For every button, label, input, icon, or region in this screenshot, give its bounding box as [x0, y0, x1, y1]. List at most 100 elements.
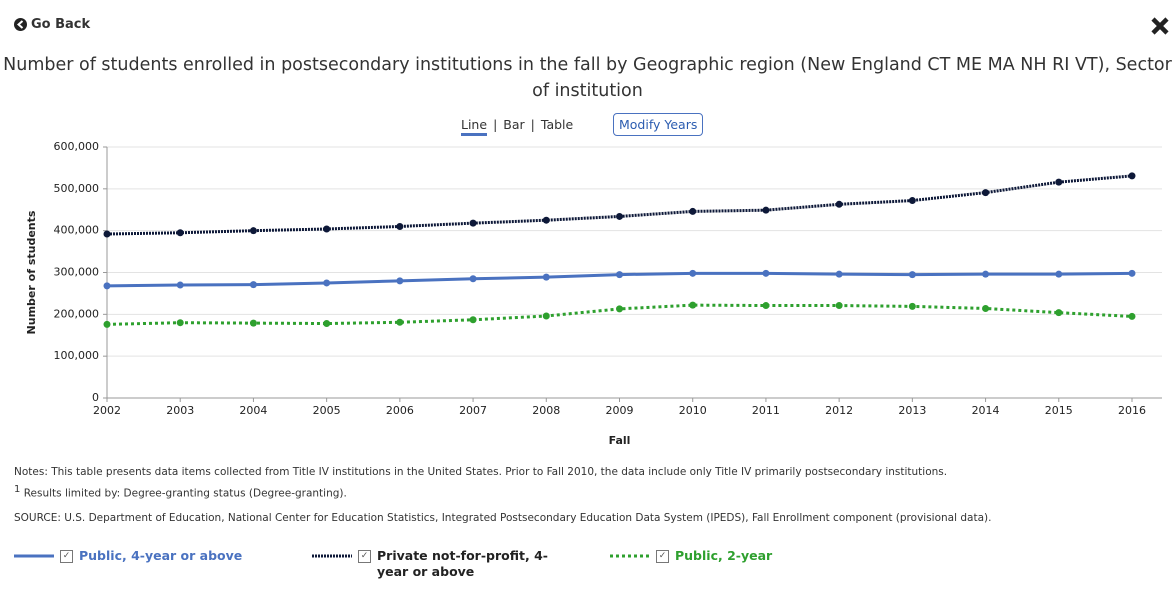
modify-years-button[interactable]: Modify Years	[613, 113, 704, 136]
tab-separator: |	[530, 117, 535, 132]
data-point	[542, 216, 550, 224]
x-tick-label: 2003	[166, 404, 194, 417]
legend-checkbox[interactable]: ✓	[358, 550, 371, 563]
data-point	[908, 271, 916, 279]
data-point	[469, 316, 477, 324]
data-point	[762, 206, 770, 214]
data-point	[835, 302, 843, 310]
x-tick-label: 2016	[1118, 404, 1146, 417]
legend-label: Public, 4-year or above	[79, 548, 243, 563]
go-back[interactable]: Go Back	[14, 17, 90, 32]
data-point	[542, 312, 550, 320]
y-axis-label: Number of students	[25, 210, 38, 334]
data-point	[982, 304, 990, 312]
back-icon	[14, 18, 27, 31]
y-tick-label: 300,000	[54, 266, 100, 279]
x-axis-label: Fall	[609, 434, 631, 447]
legend-label: Public, 2-year	[675, 548, 773, 563]
go-back-label: Go Back	[31, 17, 91, 32]
x-tick-label: 2008	[532, 404, 560, 417]
data-point	[835, 270, 843, 278]
data-point	[542, 273, 550, 281]
x-tick-label: 2010	[679, 404, 707, 417]
data-point	[689, 207, 697, 215]
y-tick-label: 600,000	[54, 140, 100, 153]
x-tick-label: 2013	[898, 404, 926, 417]
data-point	[103, 320, 111, 328]
data-point	[1128, 269, 1136, 277]
legend-swatch	[312, 554, 352, 558]
data-point	[396, 222, 404, 230]
legend-checkbox[interactable]: ✓	[60, 550, 73, 563]
legend-item[interactable]: ✓ Public, 2-year	[610, 548, 772, 564]
series-line	[106, 174, 1133, 236]
data-point	[689, 301, 697, 309]
footnote: 1 Results limited by: Degree-granting st…	[14, 484, 347, 500]
x-tick-label: 2009	[606, 404, 634, 417]
data-point	[176, 281, 184, 289]
y-tick-label: 0	[92, 391, 99, 404]
chart: 0 100,000 200,000 300,000 400,000 500,000 600,…	[25, 140, 1162, 447]
legend-label: Private not-for-profit, 4-year or above	[377, 548, 548, 579]
data-point	[1055, 309, 1063, 317]
tab-separator: |	[493, 117, 498, 132]
data-point	[469, 275, 477, 283]
source: SOURCE: U.S. Department of Education, Na…	[14, 512, 992, 524]
data-point	[1055, 178, 1063, 186]
series-line	[106, 303, 1133, 326]
legend-item[interactable]: ✓ Public, 4-year or above	[14, 548, 242, 564]
data-point	[323, 225, 331, 233]
data-point	[176, 229, 184, 237]
x-tick-label: 2005	[313, 404, 341, 417]
footnote-text: Results limited by: Degree-granting stat…	[23, 487, 347, 500]
data-point	[762, 302, 770, 310]
legend-checkbox[interactable]: ✓	[656, 550, 669, 563]
x-tick-label: 2012	[825, 404, 853, 417]
data-point	[323, 320, 331, 328]
data-point	[762, 269, 770, 277]
tab-line[interactable]: Line	[461, 117, 488, 136]
data-point	[616, 305, 623, 313]
tab-table[interactable]: Table	[540, 117, 574, 132]
x-tick-label: 2006	[386, 404, 414, 417]
x-tick-label: 2002	[93, 404, 121, 417]
view-tabs: Line | Bar | Table	[461, 117, 573, 136]
data-point	[616, 271, 623, 279]
close-button[interactable]	[1150, 16, 1170, 36]
data-point	[616, 212, 623, 220]
y-tick-label: 200,000	[54, 307, 100, 320]
data-point	[982, 189, 990, 197]
x-tick-label: 2011	[752, 404, 780, 417]
legend-item[interactable]: ✓ Private not-for-profit, 4-year or above	[312, 548, 577, 580]
legend-swatch	[610, 554, 650, 558]
data-point	[103, 230, 111, 238]
data-point	[689, 269, 697, 277]
data-point	[249, 281, 257, 289]
data-point	[469, 219, 477, 227]
data-point	[396, 318, 404, 326]
data-point	[103, 282, 111, 290]
data-point	[176, 319, 184, 327]
data-point	[982, 270, 990, 278]
y-tick-label: 400,000	[54, 224, 100, 237]
data-point	[1128, 172, 1136, 180]
chart-title: Number of students enrolled in postsecon…	[3, 55, 1172, 101]
data-point	[249, 319, 257, 327]
x-tick-label: 2015	[1045, 404, 1073, 417]
data-point	[908, 302, 916, 310]
y-tick-label: 100,000	[54, 349, 100, 362]
legend-swatch	[14, 554, 54, 558]
x-tick-label: 2004	[239, 404, 267, 417]
x-tick-label: 2007	[459, 404, 487, 417]
data-point	[323, 279, 331, 287]
data-point	[1128, 312, 1136, 320]
x-tick-label: 2014	[972, 404, 1000, 417]
note: Notes: This table presents data items co…	[14, 466, 948, 478]
data-point	[249, 227, 257, 235]
tab-bar[interactable]: Bar	[503, 117, 525, 132]
data-point	[396, 277, 404, 285]
footnote-mark: 1	[14, 484, 21, 495]
y-tick-label: 500,000	[54, 182, 100, 195]
data-point	[835, 200, 843, 208]
